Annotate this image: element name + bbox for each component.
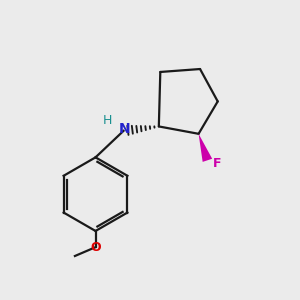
Text: H: H <box>103 114 112 127</box>
Text: N: N <box>119 122 131 136</box>
Text: F: F <box>213 157 221 170</box>
Polygon shape <box>199 134 212 162</box>
Text: O: O <box>58 250 69 262</box>
Text: O: O <box>91 241 101 254</box>
